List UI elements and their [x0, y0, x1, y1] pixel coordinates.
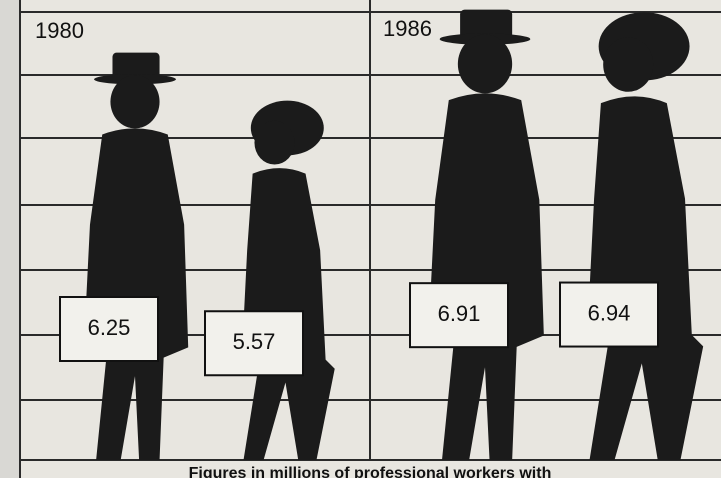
value-label: 5.57	[233, 329, 276, 354]
head	[110, 75, 159, 128]
year-label: 1986	[383, 16, 432, 41]
head	[603, 37, 653, 92]
chart: 6.25 5.57 6.91 6.94 Figures in millions of …	[0, 0, 721, 478]
head	[458, 35, 512, 94]
value-label: 6.91	[438, 301, 481, 326]
page: {"chart_data":{"type":"pictograph", "pan…	[0, 0, 721, 478]
margin-strip	[0, 0, 20, 478]
caption: Figures in millions of professional work…	[189, 465, 552, 478]
value-label: 6.25	[88, 315, 131, 340]
head	[254, 121, 294, 165]
year-label: 1980	[35, 18, 84, 43]
value-label: 6.94	[588, 300, 631, 325]
